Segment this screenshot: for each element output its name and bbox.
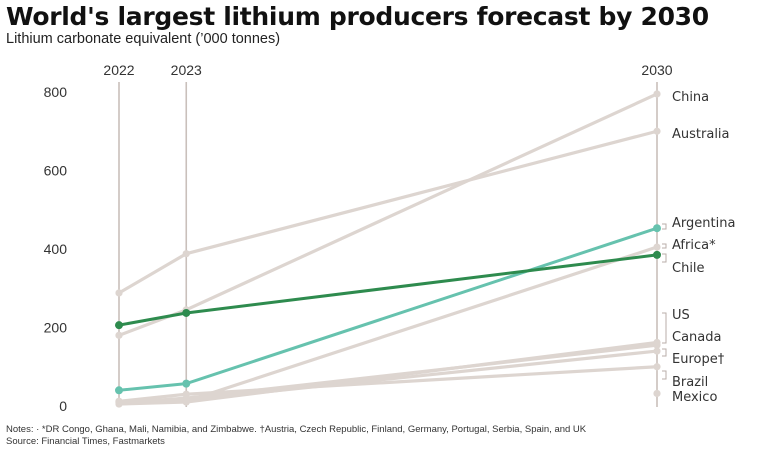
series-label-chile: Chile <box>672 261 705 276</box>
series-label-europe: Europe† <box>672 352 725 367</box>
data-point-argentina <box>115 386 123 395</box>
label-connector-brazil <box>662 370 667 380</box>
series-lines <box>117 92 659 406</box>
data-point-australia <box>653 127 661 135</box>
series-label-mexico: Mexico <box>672 390 717 405</box>
series-points <box>115 90 661 408</box>
series-labels: China Australia Argentina Africa* Chile US Can… <box>662 90 735 405</box>
data-point-chile <box>115 321 123 330</box>
y-tick-label: 0 <box>59 398 67 414</box>
series-line-chile <box>117 253 659 327</box>
data-point-china <box>653 90 661 98</box>
series-label-canada: Canada <box>672 330 721 345</box>
label-connector-argentina <box>662 223 667 230</box>
series-label-us: US <box>672 308 690 323</box>
y-tick-label: 400 <box>44 241 68 257</box>
y-tick-label: 800 <box>44 84 68 100</box>
series-line-china <box>117 92 659 337</box>
notes-text: Notes: · *DR Congo, Ghana, Mali, Namibia… <box>6 424 587 435</box>
data-point-argentina <box>653 224 661 233</box>
series-line-australia <box>117 129 659 295</box>
x-tick-label: 2023 <box>171 62 202 78</box>
label-connector-africa <box>662 243 667 249</box>
y-tick-label: 600 <box>44 163 68 179</box>
label-connector-us <box>662 312 667 344</box>
data-point-chile <box>182 308 191 317</box>
year-lines: 2022 2023 2030 <box>103 62 673 407</box>
source-text: Source: Financial Times, Fastmarkets <box>6 435 165 447</box>
series-line-argentina <box>117 226 659 392</box>
data-point-australia <box>115 289 123 297</box>
chart-title: World's largest lithium producers foreca… <box>6 2 709 31</box>
data-point-europe <box>182 396 190 404</box>
data-point-canada <box>653 341 661 349</box>
y-tick-label: 200 <box>44 320 68 336</box>
data-point-chile <box>653 250 661 259</box>
data-point-brazil <box>182 390 190 398</box>
data-point-europe <box>653 347 661 355</box>
x-tick-label: 2022 <box>103 62 134 78</box>
series-label-brazil: Brazil <box>672 375 708 390</box>
series-label-africa: Africa* <box>672 238 716 253</box>
data-point-china <box>115 331 123 339</box>
data-point-africa <box>653 243 661 251</box>
data-point-mexico <box>653 389 661 398</box>
series-label-china: China <box>672 90 709 105</box>
label-connector-europe <box>662 348 667 357</box>
chart-subtitle: Lithium carbonate equivalent (’000 tonne… <box>6 31 281 47</box>
series-label-australia: Australia <box>672 127 730 142</box>
data-point-australia <box>182 250 190 258</box>
data-point-brazil <box>653 363 661 371</box>
data-point-argentina <box>182 379 191 388</box>
data-point-brazil <box>115 397 123 405</box>
series-label-argentina: Argentina <box>672 216 735 231</box>
label-connector-chile <box>662 253 667 263</box>
x-tick-label: 2030 <box>641 62 672 78</box>
chart-notes: Notes: · *DR Congo, Ghana, Mali, Namibia… <box>6 424 586 447</box>
y-axis: 0 200 400 600 800 <box>44 84 68 414</box>
